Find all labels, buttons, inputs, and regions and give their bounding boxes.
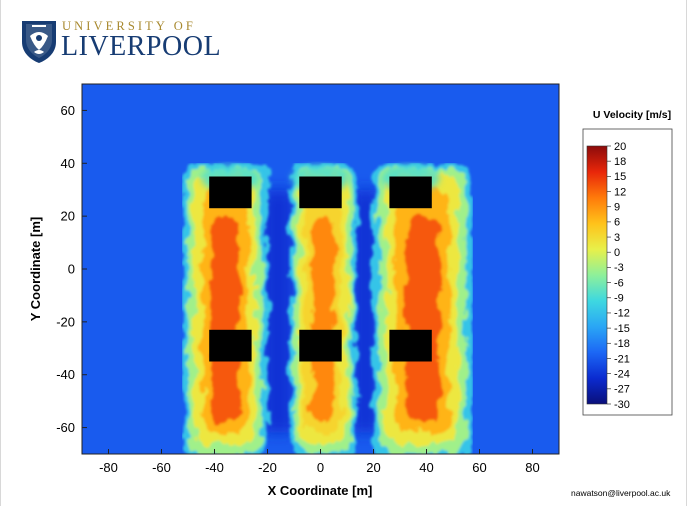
- x-tick-label: 40: [419, 460, 433, 475]
- plot-area: [82, 84, 559, 454]
- colorbar-tick-label: 6: [614, 217, 620, 229]
- colorbar-tick-label: 15: [614, 171, 626, 183]
- colorbar-tick-label: -21: [614, 353, 630, 365]
- colorbar-tick-label: -12: [614, 308, 630, 320]
- y-tick-label: 60: [61, 103, 75, 118]
- colorbar-tick-label: -30: [614, 399, 630, 411]
- colorbar-tick-label: 20: [614, 141, 626, 153]
- y-tick-label: 40: [61, 156, 75, 171]
- colorbar-tick-label: 12: [614, 186, 626, 198]
- x-tick-label: -20: [258, 460, 277, 475]
- logo-liverpool: LIVERPOOL: [61, 31, 222, 62]
- colorbar-tick-label: -9: [614, 293, 624, 305]
- contact-email: nawatson@liverpool.ac.uk: [571, 488, 671, 498]
- colorbar-title: U Velocity [m/s]: [593, 109, 671, 121]
- x-tick-label: -60: [152, 460, 171, 475]
- building-block-3: [389, 176, 432, 209]
- x-axis-label: X Coordinate [m]: [268, 483, 373, 498]
- wake-column-1: [289, 163, 357, 454]
- x-tick-label: 0: [317, 460, 324, 475]
- building-block-4: [209, 329, 252, 362]
- colorbar: [586, 145, 608, 405]
- logo-university-of: UNIVERSITY OF: [62, 19, 196, 33]
- wake-regions: [182, 163, 473, 454]
- y-axis-label: Y Coordinate [m]: [28, 217, 43, 322]
- university-logo: UNIVERSITY OF LIVERPOOL: [20, 18, 221, 66]
- colorbar-tick-label: 0: [614, 247, 620, 259]
- x-tick-label: 60: [472, 460, 486, 475]
- colorbar-tick-label: -24: [614, 368, 630, 380]
- colorbar-tick-label: -6: [614, 277, 624, 289]
- y-tick-label: -20: [56, 314, 75, 329]
- y-tick-label: -40: [56, 367, 75, 382]
- colorbar-tick-label: 3: [614, 232, 620, 244]
- wake-column-2: [372, 163, 473, 454]
- building-block-2: [299, 176, 342, 209]
- colorbar-tick-label: -27: [614, 384, 630, 396]
- wake-column-0: [182, 163, 268, 454]
- x-tick-label: 80: [525, 460, 539, 475]
- crest-icon: [22, 21, 56, 63]
- colorbar-tick-label: 18: [614, 156, 626, 168]
- y-tick-label: -60: [56, 420, 75, 435]
- x-tick-label: -40: [205, 460, 224, 475]
- colorbar-tick-label: 9: [614, 202, 620, 214]
- x-tick-label: 20: [366, 460, 380, 475]
- colorbar-tick-label: -18: [614, 338, 630, 350]
- building-block-5: [299, 329, 342, 362]
- y-tick-label: 0: [68, 262, 75, 277]
- colorbar-tick-label: -15: [614, 323, 630, 335]
- building-block-6: [389, 329, 432, 362]
- colorbar-tick-label: -3: [614, 262, 624, 274]
- x-tick-label: -80: [99, 460, 118, 475]
- building-block-1: [209, 176, 252, 209]
- y-tick-label: 20: [61, 209, 75, 224]
